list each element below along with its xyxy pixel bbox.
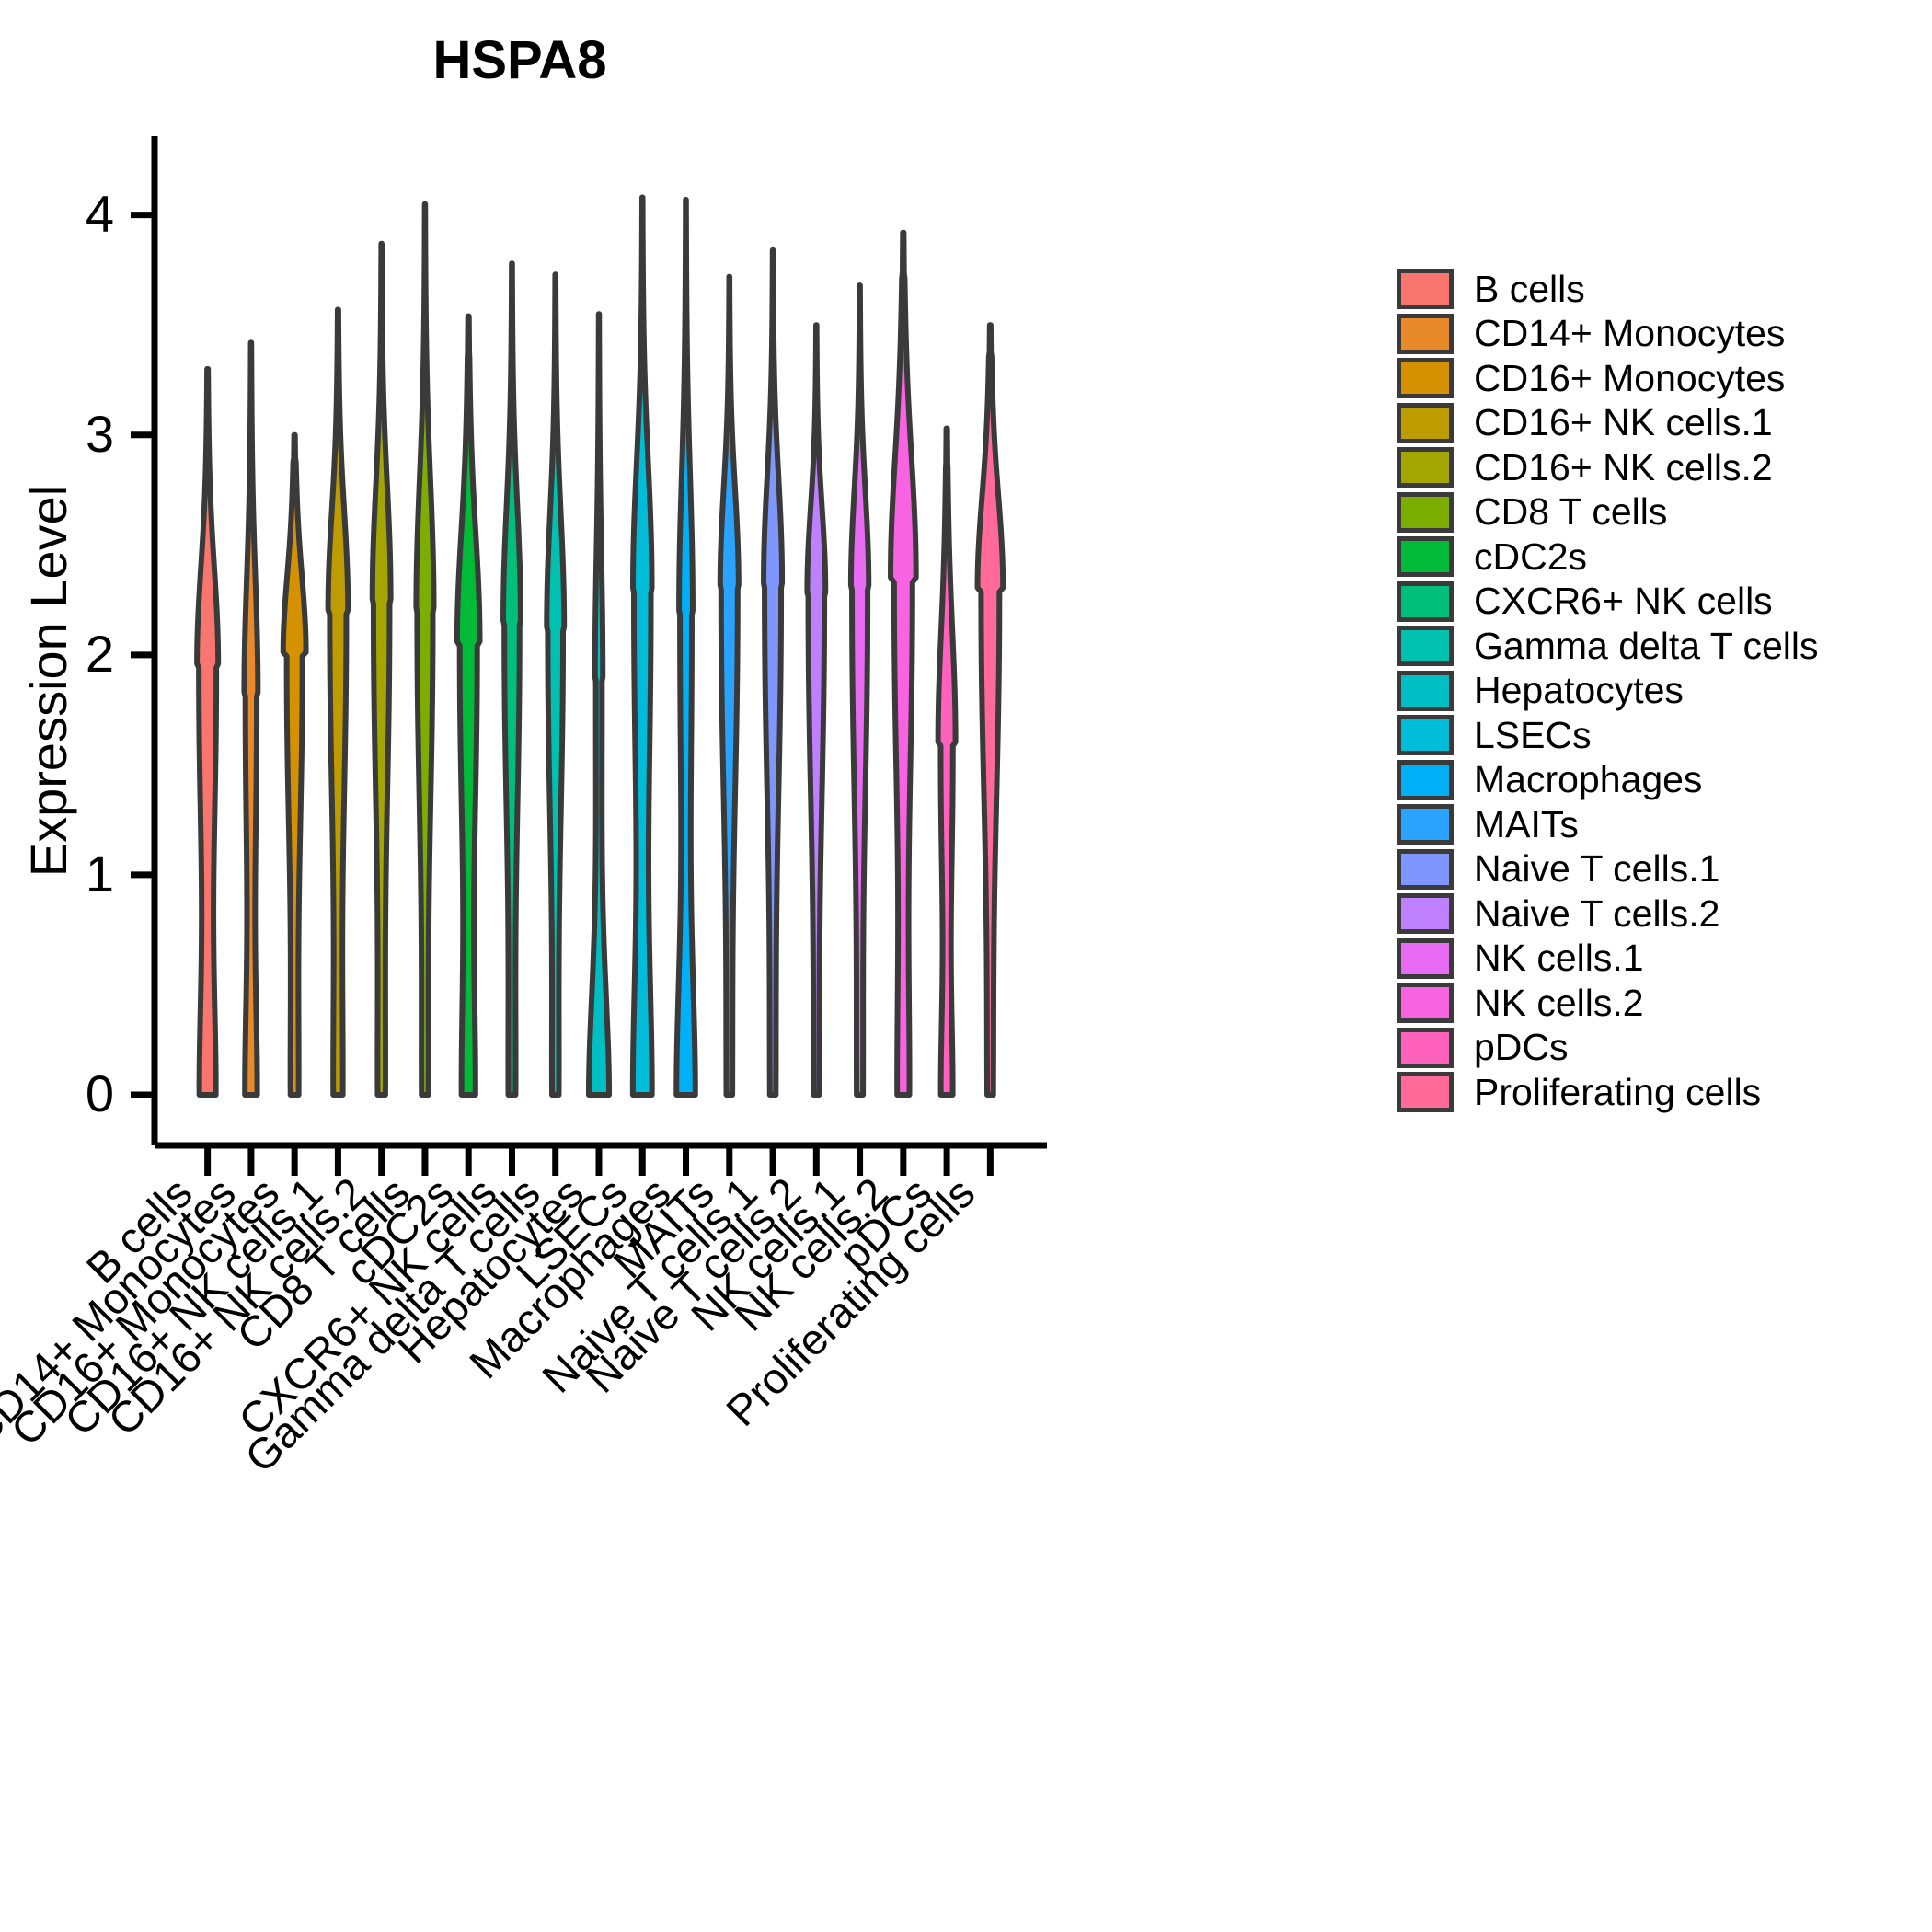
violins-group	[194, 194, 1006, 1098]
violin-nk-cells-2	[888, 229, 919, 1098]
violin-cd16-monocytes	[280, 431, 309, 1098]
y-tick-label: 1	[86, 845, 114, 903]
legend-label: B cells	[1474, 267, 1585, 310]
legend-swatch-icon	[1397, 626, 1454, 667]
legend-swatch-icon	[1397, 491, 1454, 533]
legend-swatch-icon	[1397, 536, 1454, 578]
legend-swatch-icon	[1397, 313, 1454, 354]
legend-label: NK cells.1	[1474, 937, 1644, 980]
legend-swatch-icon	[1397, 1027, 1454, 1068]
legend-swatch-icon	[1397, 804, 1454, 845]
violin-cd14-monocytes	[241, 339, 261, 1098]
legend-item-17[interactable]: pDCs	[1397, 1026, 1818, 1071]
legend-item-10[interactable]: LSECs	[1397, 713, 1818, 758]
violin-b-cells	[194, 366, 222, 1098]
legend-swatch-icon	[1397, 759, 1454, 800]
legend-item-13[interactable]: Naive T cells.1	[1397, 847, 1818, 892]
legend: B cells CD14+ Monocytes CD16+ Monocytes CD1…	[1397, 267, 1818, 1115]
legend-item-15[interactable]: NK cells.1	[1397, 937, 1818, 982]
violin-naive-t-cells-2	[804, 322, 829, 1098]
violin-cd8-t-cells	[413, 201, 437, 1098]
legend-item-0[interactable]: B cells	[1397, 267, 1818, 312]
violin-cd16-nk-cells-1	[325, 306, 351, 1098]
legend-swatch-icon	[1397, 893, 1454, 935]
violin-proliferating-cells	[974, 322, 1006, 1098]
legend-label: CD16+ Monocytes	[1474, 356, 1786, 399]
y-axis-tick-labels: 0 1 2 3 4	[86, 185, 114, 1122]
y-tick-label: 3	[86, 405, 114, 463]
violin-cdc2s	[454, 313, 483, 1098]
violin-maits	[717, 273, 742, 1098]
violin-macrophages	[673, 196, 698, 1098]
legend-item-18[interactable]: Proliferating cells	[1397, 1070, 1818, 1115]
page-title: HSPA8	[432, 30, 607, 90]
violin-cd16-nk-cells-2	[369, 240, 394, 1098]
violin-nk-cells-1	[847, 282, 872, 1098]
legend-item-9[interactable]: Hepatocytes	[1397, 669, 1818, 714]
legend-label: CD14+ Monocytes	[1474, 312, 1786, 355]
legend-item-2[interactable]: CD16+ Monocytes	[1397, 356, 1818, 401]
legend-label: MAITs	[1474, 802, 1579, 845]
legend-item-6[interactable]: cDC2s	[1397, 535, 1818, 580]
legend-label: CXCR6+ NK cells	[1474, 580, 1773, 623]
legend-swatch-icon	[1397, 715, 1454, 756]
violin-hepatocytes	[585, 311, 613, 1098]
legend-item-16[interactable]: NK cells.2	[1397, 981, 1818, 1026]
legend-label: LSECs	[1474, 713, 1592, 756]
legend-item-11[interactable]: Macrophages	[1397, 758, 1818, 803]
violin-pdcs	[935, 425, 959, 1098]
legend-item-12[interactable]: MAITs	[1397, 802, 1818, 847]
violin-gamma-delta-t-cells	[544, 271, 568, 1098]
legend-item-3[interactable]: CD16+ NK cells.1	[1397, 401, 1818, 446]
y-tick-label: 0	[86, 1064, 114, 1122]
violin-cxcr6-nk-cells	[500, 260, 523, 1098]
legend-swatch-icon	[1397, 848, 1454, 890]
legend-item-14[interactable]: Naive T cells.2	[1397, 891, 1818, 937]
legend-item-4[interactable]: CD16+ NK cells.2	[1397, 445, 1818, 490]
legend-label: Macrophages	[1474, 758, 1703, 801]
legend-swatch-icon	[1397, 1072, 1454, 1113]
violin-naive-t-cells-1	[761, 247, 786, 1098]
y-axis-title: Expression Level	[19, 485, 77, 877]
legend-swatch-icon	[1397, 983, 1454, 1024]
axes-group	[131, 136, 1047, 1176]
legend-label: Proliferating cells	[1474, 1070, 1762, 1113]
y-tick-label: 2	[86, 625, 114, 683]
legend-swatch-icon	[1397, 269, 1454, 310]
legend-label: pDCs	[1474, 1026, 1569, 1069]
legend-label: CD8 T cells	[1474, 490, 1668, 534]
legend-swatch-icon	[1397, 581, 1454, 622]
legend-item-7[interactable]: CXCR6+ NK cells	[1397, 580, 1818, 625]
violin-lsecs	[629, 194, 655, 1098]
legend-item-1[interactable]: CD14+ Monocytes	[1397, 312, 1818, 357]
legend-swatch-icon	[1397, 358, 1454, 399]
legend-swatch-icon	[1397, 447, 1454, 489]
legend-swatch-icon	[1397, 937, 1454, 979]
legend-swatch-icon	[1397, 670, 1454, 711]
legend-label: cDC2s	[1474, 535, 1588, 578]
legend-swatch-icon	[1397, 402, 1454, 443]
legend-label: NK cells.2	[1474, 981, 1644, 1024]
legend-label: CD16+ NK cells.1	[1474, 401, 1773, 444]
legend-item-5[interactable]: CD8 T cells	[1397, 490, 1818, 535]
y-tick-label: 4	[86, 185, 114, 243]
legend-label: CD16+ NK cells.2	[1474, 445, 1773, 489]
legend-item-8[interactable]: Gamma delta T cells	[1397, 624, 1818, 669]
legend-label: Hepatocytes	[1474, 669, 1684, 712]
legend-label: Gamma delta T cells	[1474, 624, 1819, 667]
legend-label: Naive T cells.2	[1474, 891, 1720, 935]
legend-label: Naive T cells.1	[1474, 847, 1720, 891]
